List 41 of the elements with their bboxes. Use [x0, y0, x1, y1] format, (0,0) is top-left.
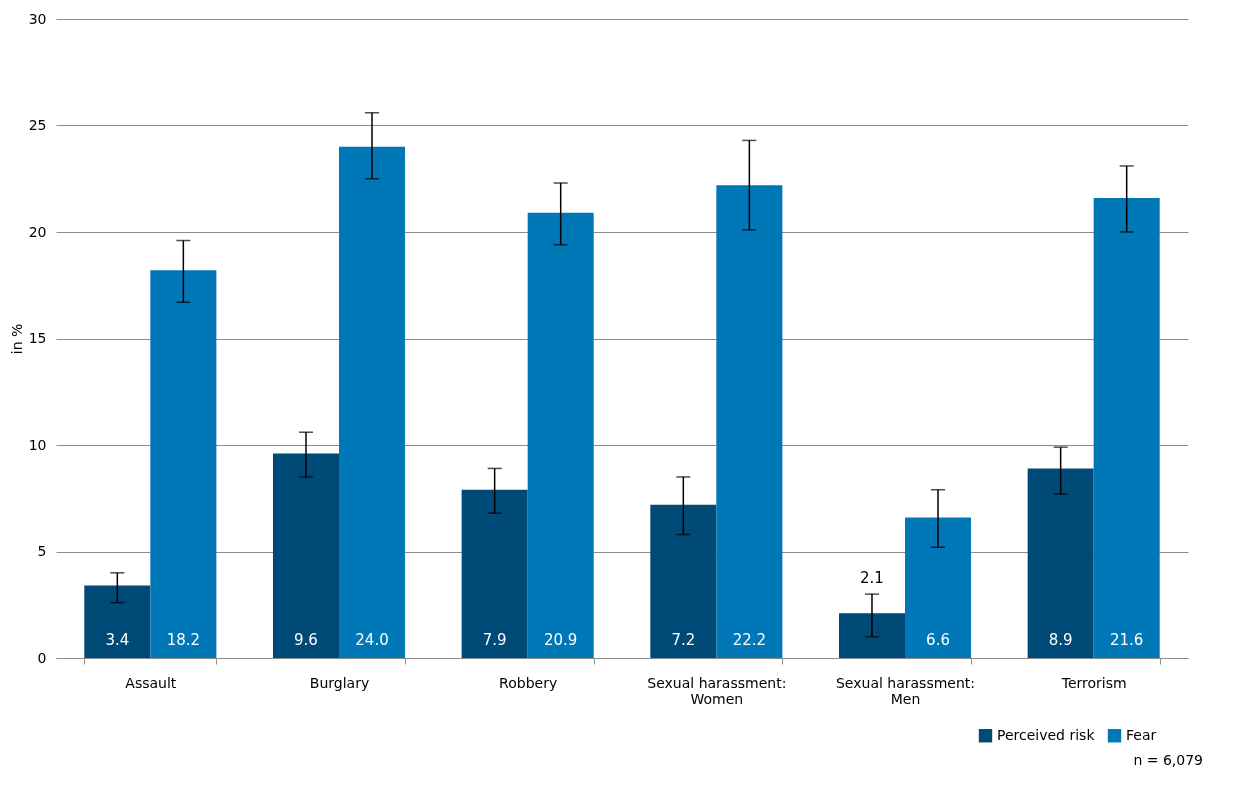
y-tick-label: 0 [37, 649, 47, 666]
x-tick-label: Burglary [309, 674, 370, 691]
data-label: 9.6 [294, 631, 318, 649]
data-label: 21.6 [1109, 631, 1144, 649]
data-label: 2.1 [860, 569, 884, 588]
data-label: 20.9 [543, 631, 578, 649]
bar [905, 517, 972, 658]
y-tick-label: 5 [37, 543, 47, 559]
x-tick-label: Assault [125, 674, 177, 691]
bar [461, 489, 528, 658]
text: n = 6,079 [1133, 752, 1203, 768]
legend-label: Perceived risk [997, 726, 1096, 743]
x-tick-label: Sexual harassment: Women [647, 674, 787, 707]
data-label: 8.9 [1048, 631, 1073, 649]
data-label: 7.9 [482, 631, 507, 649]
x-tick-label: Robbery [499, 674, 558, 691]
bar [272, 453, 339, 658]
x-tick-label: Terrorism [1060, 674, 1127, 691]
y-tick-label: 10 [28, 436, 47, 453]
bar [838, 613, 905, 658]
bar [84, 585, 151, 658]
bar [650, 504, 717, 658]
data-label: 22.2 [732, 631, 767, 649]
data-label: 24.0 [355, 631, 389, 649]
bar [527, 212, 594, 658]
bar [716, 185, 783, 658]
bar [150, 270, 217, 658]
bar [339, 146, 406, 658]
y-tick-label: 20 [28, 223, 47, 240]
y-tick-label: 25 [28, 117, 47, 133]
y-tick-label: 15 [28, 330, 47, 346]
x-tick-label: Sexual harassment: Men [835, 674, 976, 707]
bar [1027, 468, 1094, 658]
bar [1093, 197, 1160, 658]
data-label: 18.2 [166, 631, 201, 649]
data-label: 7.2 [671, 631, 696, 649]
data-label: 6.6 [926, 631, 950, 649]
legend-label: Fear [1126, 726, 1157, 743]
y-axis-title: in % [8, 323, 25, 355]
y-tick-label: 30 [28, 10, 47, 27]
data-label: 3.4 [105, 631, 130, 649]
